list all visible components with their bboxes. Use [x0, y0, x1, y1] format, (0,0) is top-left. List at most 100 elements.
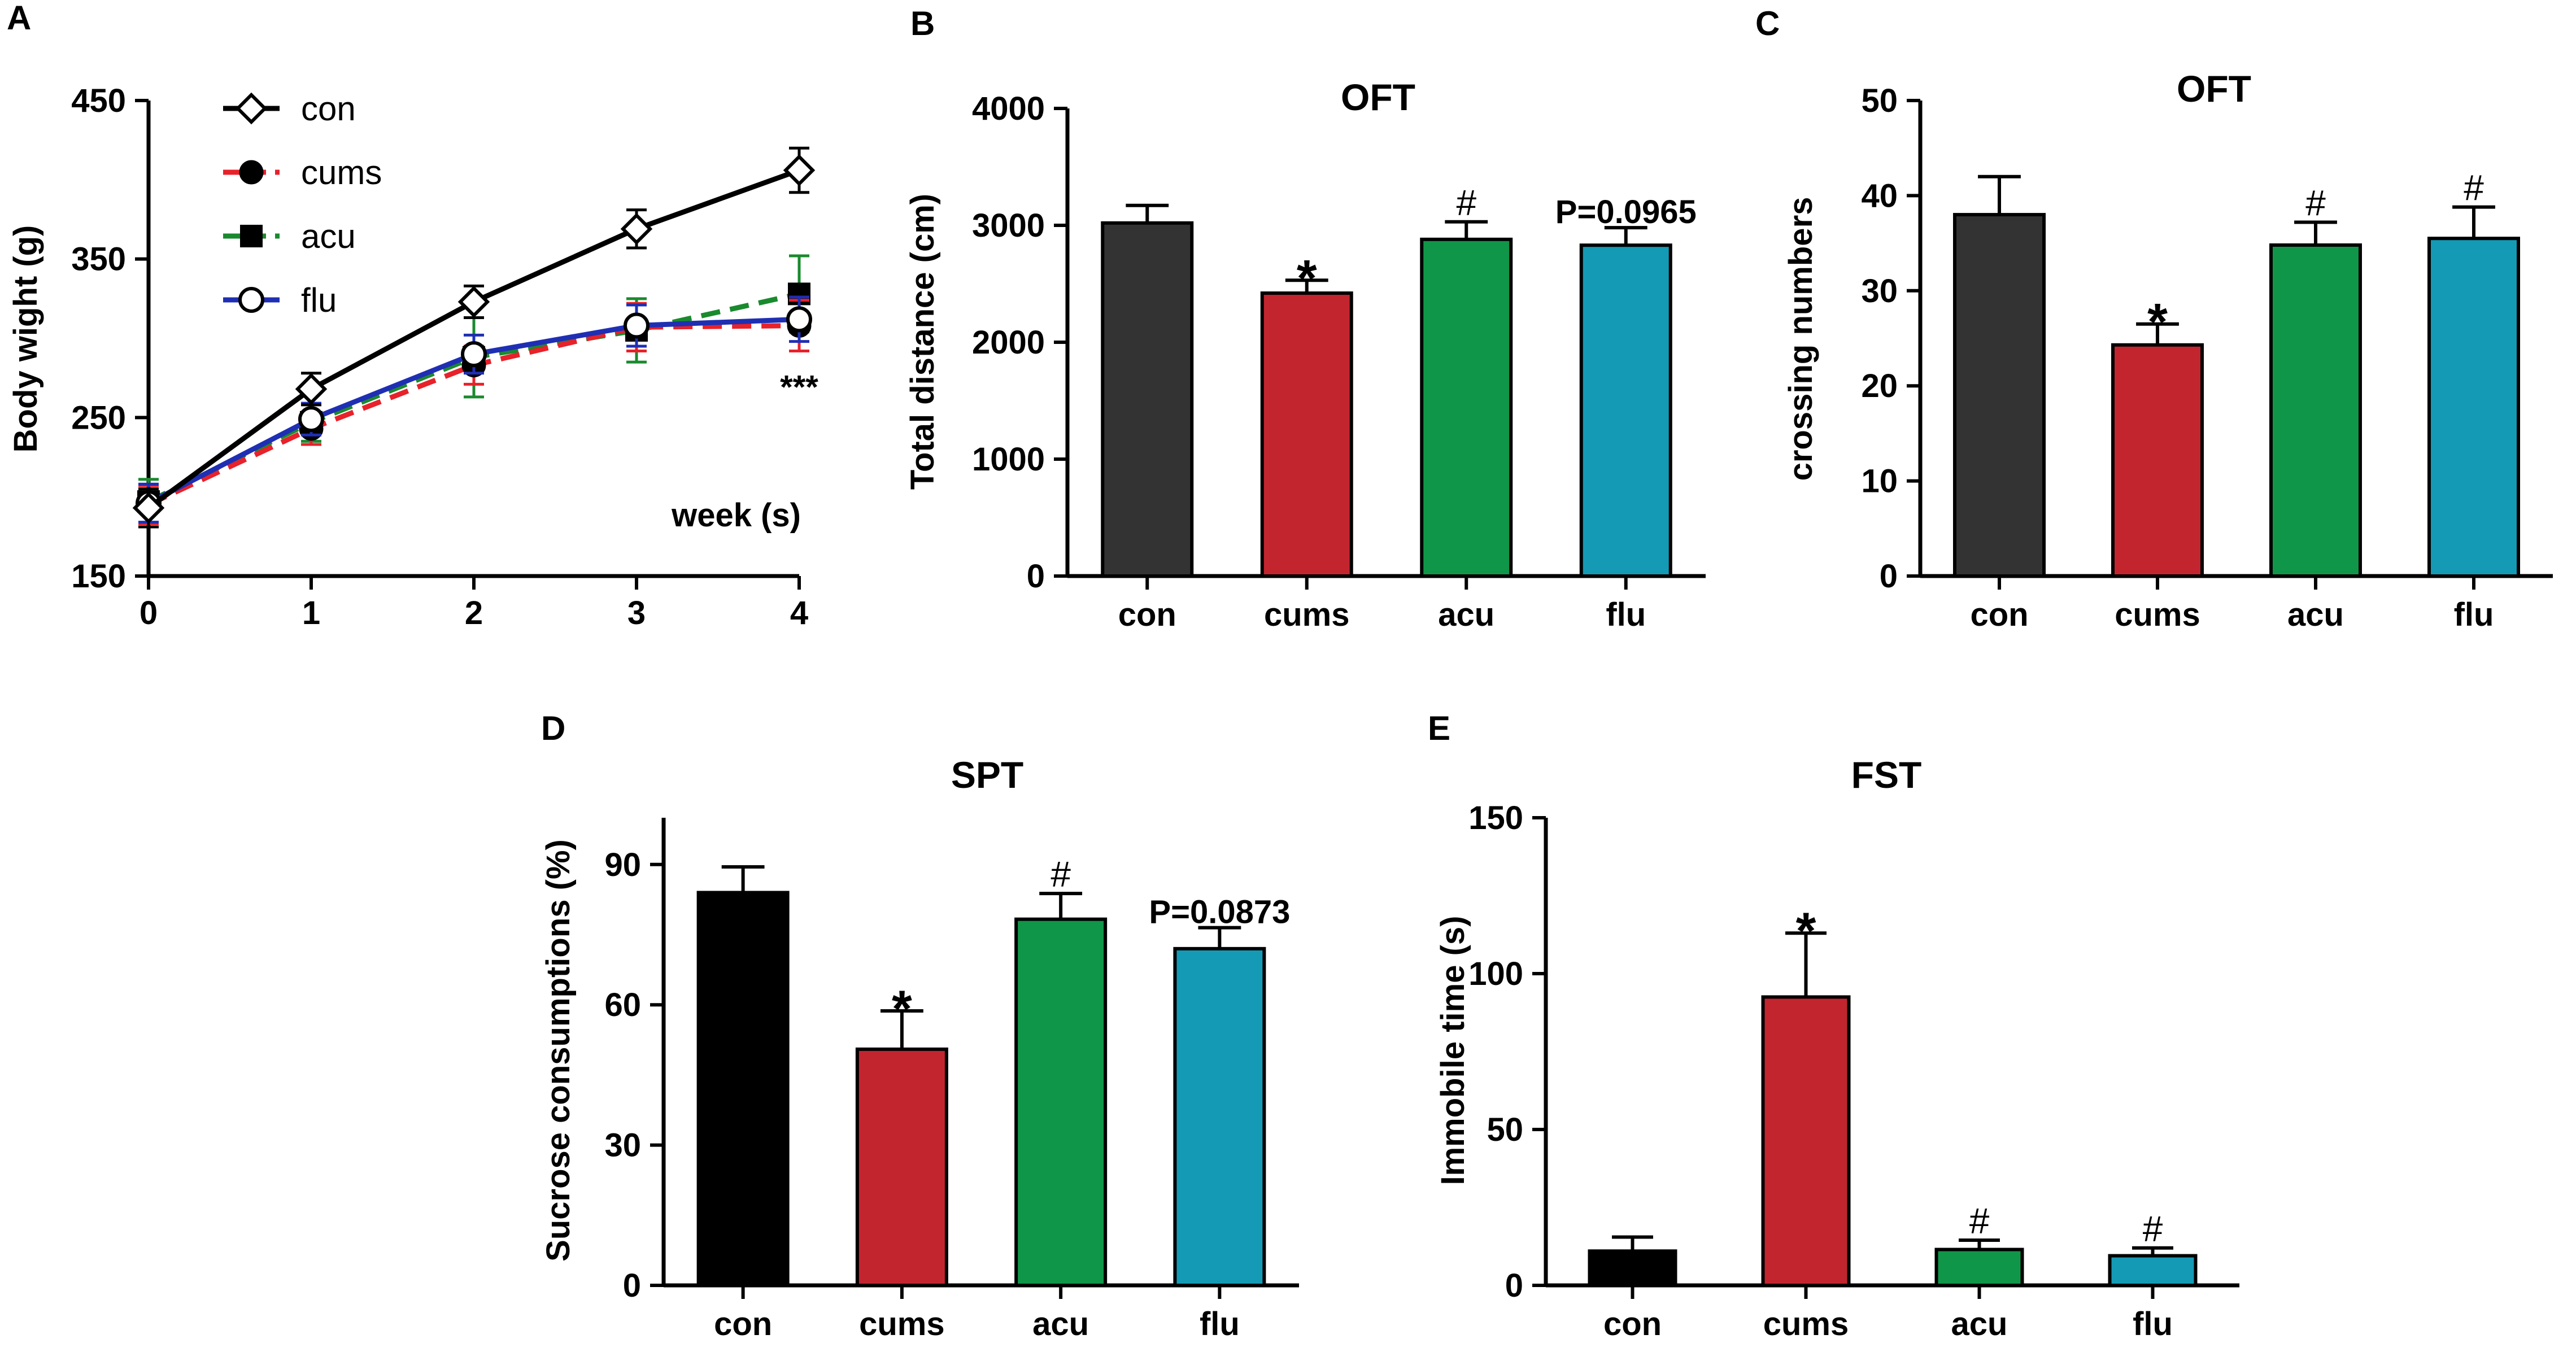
data-point-marker — [620, 213, 653, 245]
panel-letter: E — [1428, 709, 1450, 747]
significance-annotation: # — [2143, 1209, 2163, 1249]
y-axis-label: Total distance (cm) — [904, 194, 941, 490]
x-tick-label: flu — [1606, 596, 1646, 633]
bar-acu — [2269, 243, 2362, 578]
x-tick-label: 4 — [790, 595, 808, 631]
bar-flu — [1173, 947, 1266, 1287]
x-tick-label: 0 — [140, 595, 158, 631]
bar-con — [696, 891, 790, 1287]
bar-cums — [1260, 291, 1353, 578]
y-tick-label: 30 — [604, 1127, 641, 1164]
significance-annotation: *** — [780, 369, 818, 406]
y-tick-label: 150 — [1468, 800, 1523, 836]
x-tick-label: con — [714, 1306, 772, 1342]
y-tick-label: 250 — [71, 399, 126, 436]
y-tick-label: 2000 — [972, 324, 1045, 361]
y-tick-label: 0 — [1880, 558, 1898, 595]
y-tick-label: 0 — [1027, 558, 1045, 595]
y-tick-label: 0 — [1505, 1267, 1523, 1304]
y-tick-label: 40 — [1861, 177, 1898, 214]
chart-title: FST — [1851, 754, 1922, 796]
y-tick-label: 450 — [71, 82, 126, 119]
significance-annotation: * — [892, 980, 912, 1038]
y-axis-label: Immobile time (s) — [1435, 916, 1471, 1185]
y-axis-label: crossing numbers — [1782, 197, 1819, 481]
significance-annotation: P=0.0965 — [1555, 194, 1697, 230]
x-tick-label: con — [1603, 1306, 1662, 1342]
chart-title: OFT — [2177, 68, 2251, 110]
legend-label: flu — [301, 281, 337, 319]
x-tick-label: cums — [2115, 596, 2200, 633]
data-point-marker — [240, 225, 263, 247]
bar-cums — [1761, 995, 1851, 1288]
y-tick-label: 0 — [623, 1267, 641, 1304]
legend-label: con — [301, 90, 356, 128]
panel-c-oft-crossing-chart: C OFT 0 10 20 30 40 50 crossing numbers con cums * a… — [1755, 5, 2553, 633]
panel-d-spt-chart: D SPT 0 30 60 90 Sucrose consumptions (%) con cu… — [540, 709, 1299, 1342]
x-tick-label: con — [1118, 596, 1176, 633]
x-tick-label: flu — [2454, 596, 2494, 633]
bar-acu — [1934, 1248, 2024, 1288]
bar-flu — [2108, 1254, 2198, 1288]
chart-title: SPT — [951, 754, 1023, 796]
panel-letter: A — [7, 0, 31, 37]
data-point-marker — [235, 92, 268, 125]
y-tick-label: 100 — [1468, 956, 1523, 992]
significance-annotation: # — [1456, 182, 1476, 223]
y-tick-label: 50 — [1861, 82, 1898, 119]
significance-annotation: # — [2305, 183, 2326, 224]
significance-annotation: P=0.0873 — [1149, 894, 1290, 931]
panel-letter: B — [910, 5, 935, 42]
x-axis-label: week (s) — [671, 497, 801, 534]
y-tick-label: 150 — [71, 558, 126, 595]
x-tick-label: cums — [1763, 1306, 1849, 1342]
y-tick-label: 30 — [1861, 273, 1898, 309]
legend: con cums acu flu — [223, 90, 382, 319]
bar-con — [1588, 1249, 1677, 1288]
bar-flu — [2427, 237, 2520, 578]
data-point-marker — [238, 287, 264, 313]
legend-label: cums — [301, 154, 382, 191]
y-tick-label: 3000 — [972, 207, 1045, 244]
legend-item-flu: flu — [223, 281, 337, 319]
data-point-marker — [457, 286, 490, 318]
significance-annotation: # — [1051, 854, 1071, 895]
bar-acu — [1420, 237, 1513, 578]
x-tick-label: acu — [2287, 596, 2344, 633]
x-tick-label: 2 — [465, 595, 483, 631]
legend-item-acu: acu — [223, 217, 356, 255]
y-axis-label: Sucrose consumptions (%) — [540, 839, 577, 1262]
series-con — [132, 146, 816, 529]
legend-item-con: con — [223, 90, 356, 128]
panel-e-fst-chart: E FST 0 50 100 150 Immobile time (s) con cums * ac… — [1428, 709, 2239, 1342]
panel-letter: C — [1755, 5, 1780, 42]
y-tick-label: 20 — [1861, 368, 1898, 404]
data-point-marker — [239, 160, 264, 185]
bar-con — [1953, 213, 2046, 578]
legend-item-cums: cums — [223, 154, 382, 191]
y-axis-label: Body wight (g) — [7, 225, 44, 453]
data-point-marker — [298, 406, 324, 433]
data-point-marker — [132, 492, 165, 524]
bar-cums — [2111, 343, 2204, 578]
y-tick-label: 350 — [71, 241, 126, 278]
bar-cums — [855, 1047, 948, 1287]
significance-annotation: # — [2464, 168, 2484, 208]
data-point-marker — [783, 154, 816, 186]
x-tick-label: 3 — [627, 595, 646, 631]
bar-flu — [1579, 243, 1672, 578]
significance-annotation: * — [1796, 902, 1816, 960]
y-tick-label: 90 — [604, 847, 641, 883]
x-tick-label: flu — [1200, 1306, 1240, 1342]
panel-letter: D — [541, 709, 565, 747]
panel-b-oft-distance-chart: B OFT 0 1000 2000 3000 4000 Total distance (cm)… — [904, 5, 1706, 633]
panel-a-body-weight-chart: A 150 250 350 450 0 1 2 3 4 Body wight (g) week (s)… — [7, 0, 818, 631]
x-tick-label: acu — [1951, 1306, 2008, 1342]
x-tick-label: cums — [859, 1306, 945, 1342]
legend-label: acu — [301, 217, 356, 255]
chart-title: OFT — [1341, 76, 1415, 118]
x-tick-label: flu — [2133, 1306, 2173, 1342]
y-tick-label: 1000 — [972, 441, 1045, 478]
x-tick-label: acu — [1032, 1306, 1089, 1342]
